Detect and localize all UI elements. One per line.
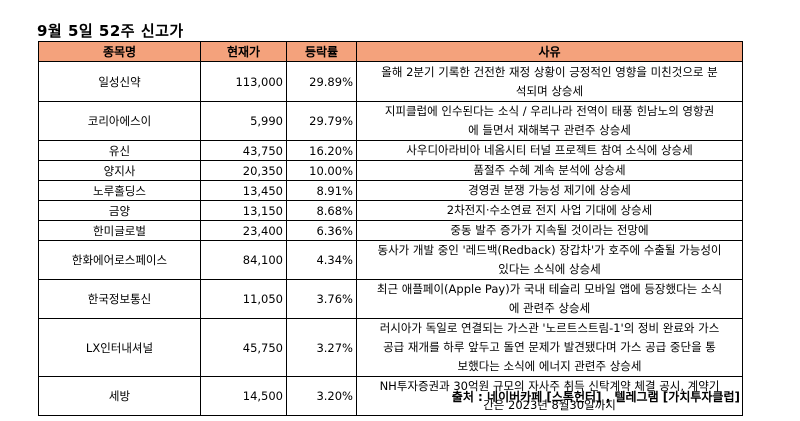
change-cell: 3.27% [286,318,357,377]
reason-cell: NH투자증권과 30억원 규모의 자사주 취득 신탁계약 체결 공시, 계약기 … [356,376,743,416]
change-cell: 8.68% [286,200,357,221]
reason-cell: 2차전지·수소연료 전지 사업 기대에 상승세 [356,200,743,221]
change-cell: 29.79% [286,101,357,141]
price-cell: 23,400 [200,220,287,241]
table-row: 한화에어로스페이스 84,100 4.34% 동사가 개발 중인 '레드백(Redba… [38,240,743,280]
table-row: 양지사 20,350 10.00% 품절주 수혜 계속 분석에 상승세 [38,160,743,181]
price-cell: 14,500 [200,376,287,416]
stock-name-cell: 한화에어로스페이스 [38,240,201,280]
reason-cell: 최근 애플페이(Apple Pay)가 국내 테슬리 모바일 앱에 등장했다는 … [356,279,743,319]
price-cell: 43,750 [200,140,287,161]
reason-cell: 러시아가 독일로 연결되는 가스관 '노르트스트림-1'의 정비 완료와 가스 … [356,318,743,377]
table-row: 유신 43,750 16.20% 사우디아라비아 네옴시티 터널 프로젝트 참여 소식… [38,140,743,161]
price-cell: 20,350 [200,160,287,181]
reason-cell: 품절주 수혜 계속 분석에 상승세 [356,160,743,181]
stock-name-cell: 세방 [38,376,201,416]
source-note: 출처 : 네이버카페 [스톡헌터] , 텔레그램 [가치투자클럽] [451,390,740,404]
table-row: 금양 13,150 8.68% 2차전지·수소연료 전지 사업 기대에 상승세 [38,200,743,221]
table-header-row: 종목명 현재가 등락률 사유 [38,41,743,62]
stock-table: 종목명 현재가 등락률 사유 일성신약 113,000 29.89% 올해 2분기 기… [38,41,743,416]
header-reason: 사유 [356,41,743,62]
reason-cell: 지피클럽에 인수된다는 소식 / 우리나라 전역이 태풍 힌남노의 영향권 에 … [356,101,743,141]
table-row: 세방 14,500 3.20% NH투자증권과 30억원 규모의 자사주 취득 신탁계… [38,376,743,416]
stock-name-cell: 유신 [38,140,201,161]
price-cell: 13,450 [200,180,287,201]
price-cell: 11,050 [200,279,287,319]
change-cell: 29.89% [286,61,357,102]
change-cell: 4.34% [286,240,357,280]
change-cell: 3.76% [286,279,357,319]
stock-name-cell: 노루홀딩스 [38,180,201,201]
table-row: 노루홀딩스 13,450 8.91% 경영권 분쟁 가능성 제기에 상승세 [38,180,743,201]
reason-cell: 올해 2분기 기록한 건전한 재정 상황이 긍정적인 영향을 미친것으로 분 석… [356,61,743,102]
table-row: LX인터내셔널 45,750 3.27% 러시아가 독일로 연결되는 가스관 '노르트… [38,318,743,377]
change-cell: 16.20% [286,140,357,161]
reason-cell: 사우디아라비아 네옴시티 터널 프로젝트 참여 소식에 상승세 [356,140,743,161]
table-row: 한국정보통신 11,050 3.76% 최근 애플페이(Apple Pay)가 국내 … [38,279,743,319]
table-row: 한미글로벌 23,400 6.36% 중동 발주 증가가 지속될 것이라는 전망에 [38,220,743,241]
stock-name-cell: 금양 [38,200,201,221]
change-cell: 3.20% [286,376,357,416]
header-price: 현재가 [200,41,287,62]
change-cell: 8.91% [286,180,357,201]
stock-name-cell: 일성신약 [38,61,201,102]
stock-name-cell: 코리아에스이 [38,101,201,141]
price-cell: 84,100 [200,240,287,280]
change-cell: 10.00% [286,160,357,181]
header-stock-name: 종목명 [38,41,201,62]
reason-cell: 경영권 분쟁 가능성 제기에 상승세 [356,180,743,201]
stock-name-cell: 한국정보통신 [38,279,201,319]
price-cell: 5,990 [200,101,287,141]
stock-name-cell: 한미글로벌 [38,220,201,241]
page-title: 9월 5일 52주 신고가 [37,22,184,40]
table-row: 일성신약 113,000 29.89% 올해 2분기 기록한 건전한 재정 상황이 긍… [38,61,743,102]
price-cell: 45,750 [200,318,287,377]
price-cell: 113,000 [200,61,287,102]
change-cell: 6.36% [286,220,357,241]
table-row: 코리아에스이 5,990 29.79% 지피클럽에 인수된다는 소식 / 우리나라 전… [38,101,743,141]
stock-name-cell: 양지사 [38,160,201,181]
reason-cell: 동사가 개발 중인 '레드백(Redback) 장갑차'가 호주에 수출될 가능… [356,240,743,280]
header-change: 등락률 [286,41,357,62]
reason-cell: 중동 발주 증가가 지속될 것이라는 전망에 [356,220,743,241]
price-cell: 13,150 [200,200,287,221]
stock-name-cell: LX인터내셔널 [38,318,201,377]
